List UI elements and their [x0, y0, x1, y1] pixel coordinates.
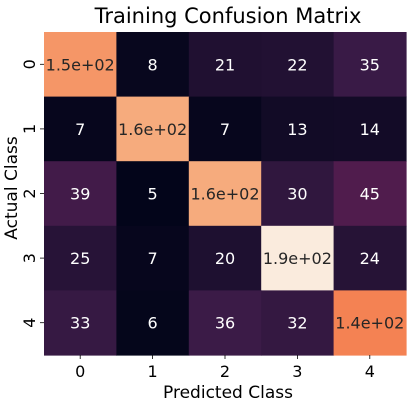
y-axis-label: Actual Class	[2, 136, 22, 240]
cell-label-2-4: 45	[360, 185, 380, 204]
y-tick-label-1: 1	[20, 124, 39, 134]
heatmap-cell-1-4	[333, 96, 407, 162]
y-tick-label-2: 2	[20, 188, 39, 198]
heatmap-cell-1-2	[188, 96, 262, 162]
cell-label-0-1: 8	[148, 55, 158, 74]
cell-label-4-3: 32	[287, 314, 307, 333]
x-tick-label-0: 0	[75, 362, 85, 381]
heatmap-cell-0-4	[333, 32, 407, 98]
cell-label-1-0: 7	[75, 120, 85, 139]
heatmap-cell-3-4	[333, 225, 407, 291]
y-tick-label-3: 3	[20, 253, 39, 263]
heatmap-cell-0-0	[44, 32, 117, 98]
heatmap-cell-4-4	[333, 290, 407, 356]
y-tick-labels: 0 1 2 3 4	[20, 59, 44, 328]
heatmap-cell-2-1	[116, 161, 190, 227]
cell-label-0-3: 22	[287, 55, 307, 74]
heatmap-cell-3-1	[116, 225, 190, 291]
x-tick-label-4: 4	[365, 362, 375, 381]
cell-label-3-4: 24	[360, 249, 380, 268]
heatmap-cell-2-4	[333, 161, 407, 227]
heatmap-cells: 1.5e+02 8 21 22 35 7 1.6e+02 7 13 14 39 5 1.6e+02 30 4…	[44, 32, 407, 356]
cell-label-2-0: 39	[70, 185, 90, 204]
heatmap-cell-1-0	[44, 96, 117, 162]
heatmap-cell-3-2	[188, 225, 262, 291]
heatmap-cell-3-3	[261, 225, 335, 291]
cell-label-0-2: 21	[215, 55, 235, 74]
cell-label-2-3: 30	[287, 185, 307, 204]
heatmap-cell-2-2	[188, 161, 262, 227]
heatmap-cell-4-3	[261, 290, 335, 356]
heatmap-cell-1-1	[116, 96, 190, 162]
y-tick-label-0: 0	[20, 59, 39, 69]
x-tick-label-2: 2	[220, 362, 230, 381]
cell-label-4-0: 33	[70, 314, 90, 333]
cell-label-3-2: 20	[215, 249, 235, 268]
heatmap-cell-0-3	[261, 32, 335, 98]
cell-label-4-2: 36	[215, 314, 235, 333]
cell-label-2-2: 1.6e+02	[190, 185, 259, 204]
cell-label-0-0: 1.5e+02	[46, 55, 115, 74]
y-tick-label-4: 4	[20, 318, 39, 328]
cell-label-1-1: 1.6e+02	[118, 120, 187, 139]
heatmap-cell-0-2	[188, 32, 262, 98]
cell-label-2-1: 5	[148, 185, 158, 204]
cell-label-1-2: 7	[220, 120, 230, 139]
cell-label-1-4: 14	[360, 120, 380, 139]
x-axis-label: Predicted Class	[163, 383, 293, 403]
heatmap-cell-2-3	[261, 161, 335, 227]
cell-label-3-3: 1.9e+02	[263, 249, 332, 268]
cell-label-3-0: 25	[70, 249, 90, 268]
cell-label-3-1: 7	[148, 249, 158, 268]
x-tick-labels: 0 1 2 3 4	[75, 355, 375, 381]
x-tick-label-1: 1	[148, 362, 158, 381]
heatmap-cell-4-1	[116, 290, 190, 356]
cell-label-4-1: 6	[148, 314, 158, 333]
heatmap-cell-3-0	[44, 225, 117, 291]
heatmap-cell-1-3	[261, 96, 335, 162]
x-tick-label-3: 3	[292, 362, 302, 381]
cell-label-1-3: 13	[287, 120, 307, 139]
cell-label-4-4: 1.4e+02	[335, 314, 404, 333]
heatmap-cell-2-0	[44, 161, 117, 227]
heatmap-cell-4-2	[188, 290, 262, 356]
cell-label-0-4: 35	[360, 55, 380, 74]
chart-title: Training Confusion Matrix	[94, 4, 362, 28]
heatmap-cell-4-0	[44, 290, 117, 356]
heatmap-cell-0-1	[116, 32, 190, 98]
